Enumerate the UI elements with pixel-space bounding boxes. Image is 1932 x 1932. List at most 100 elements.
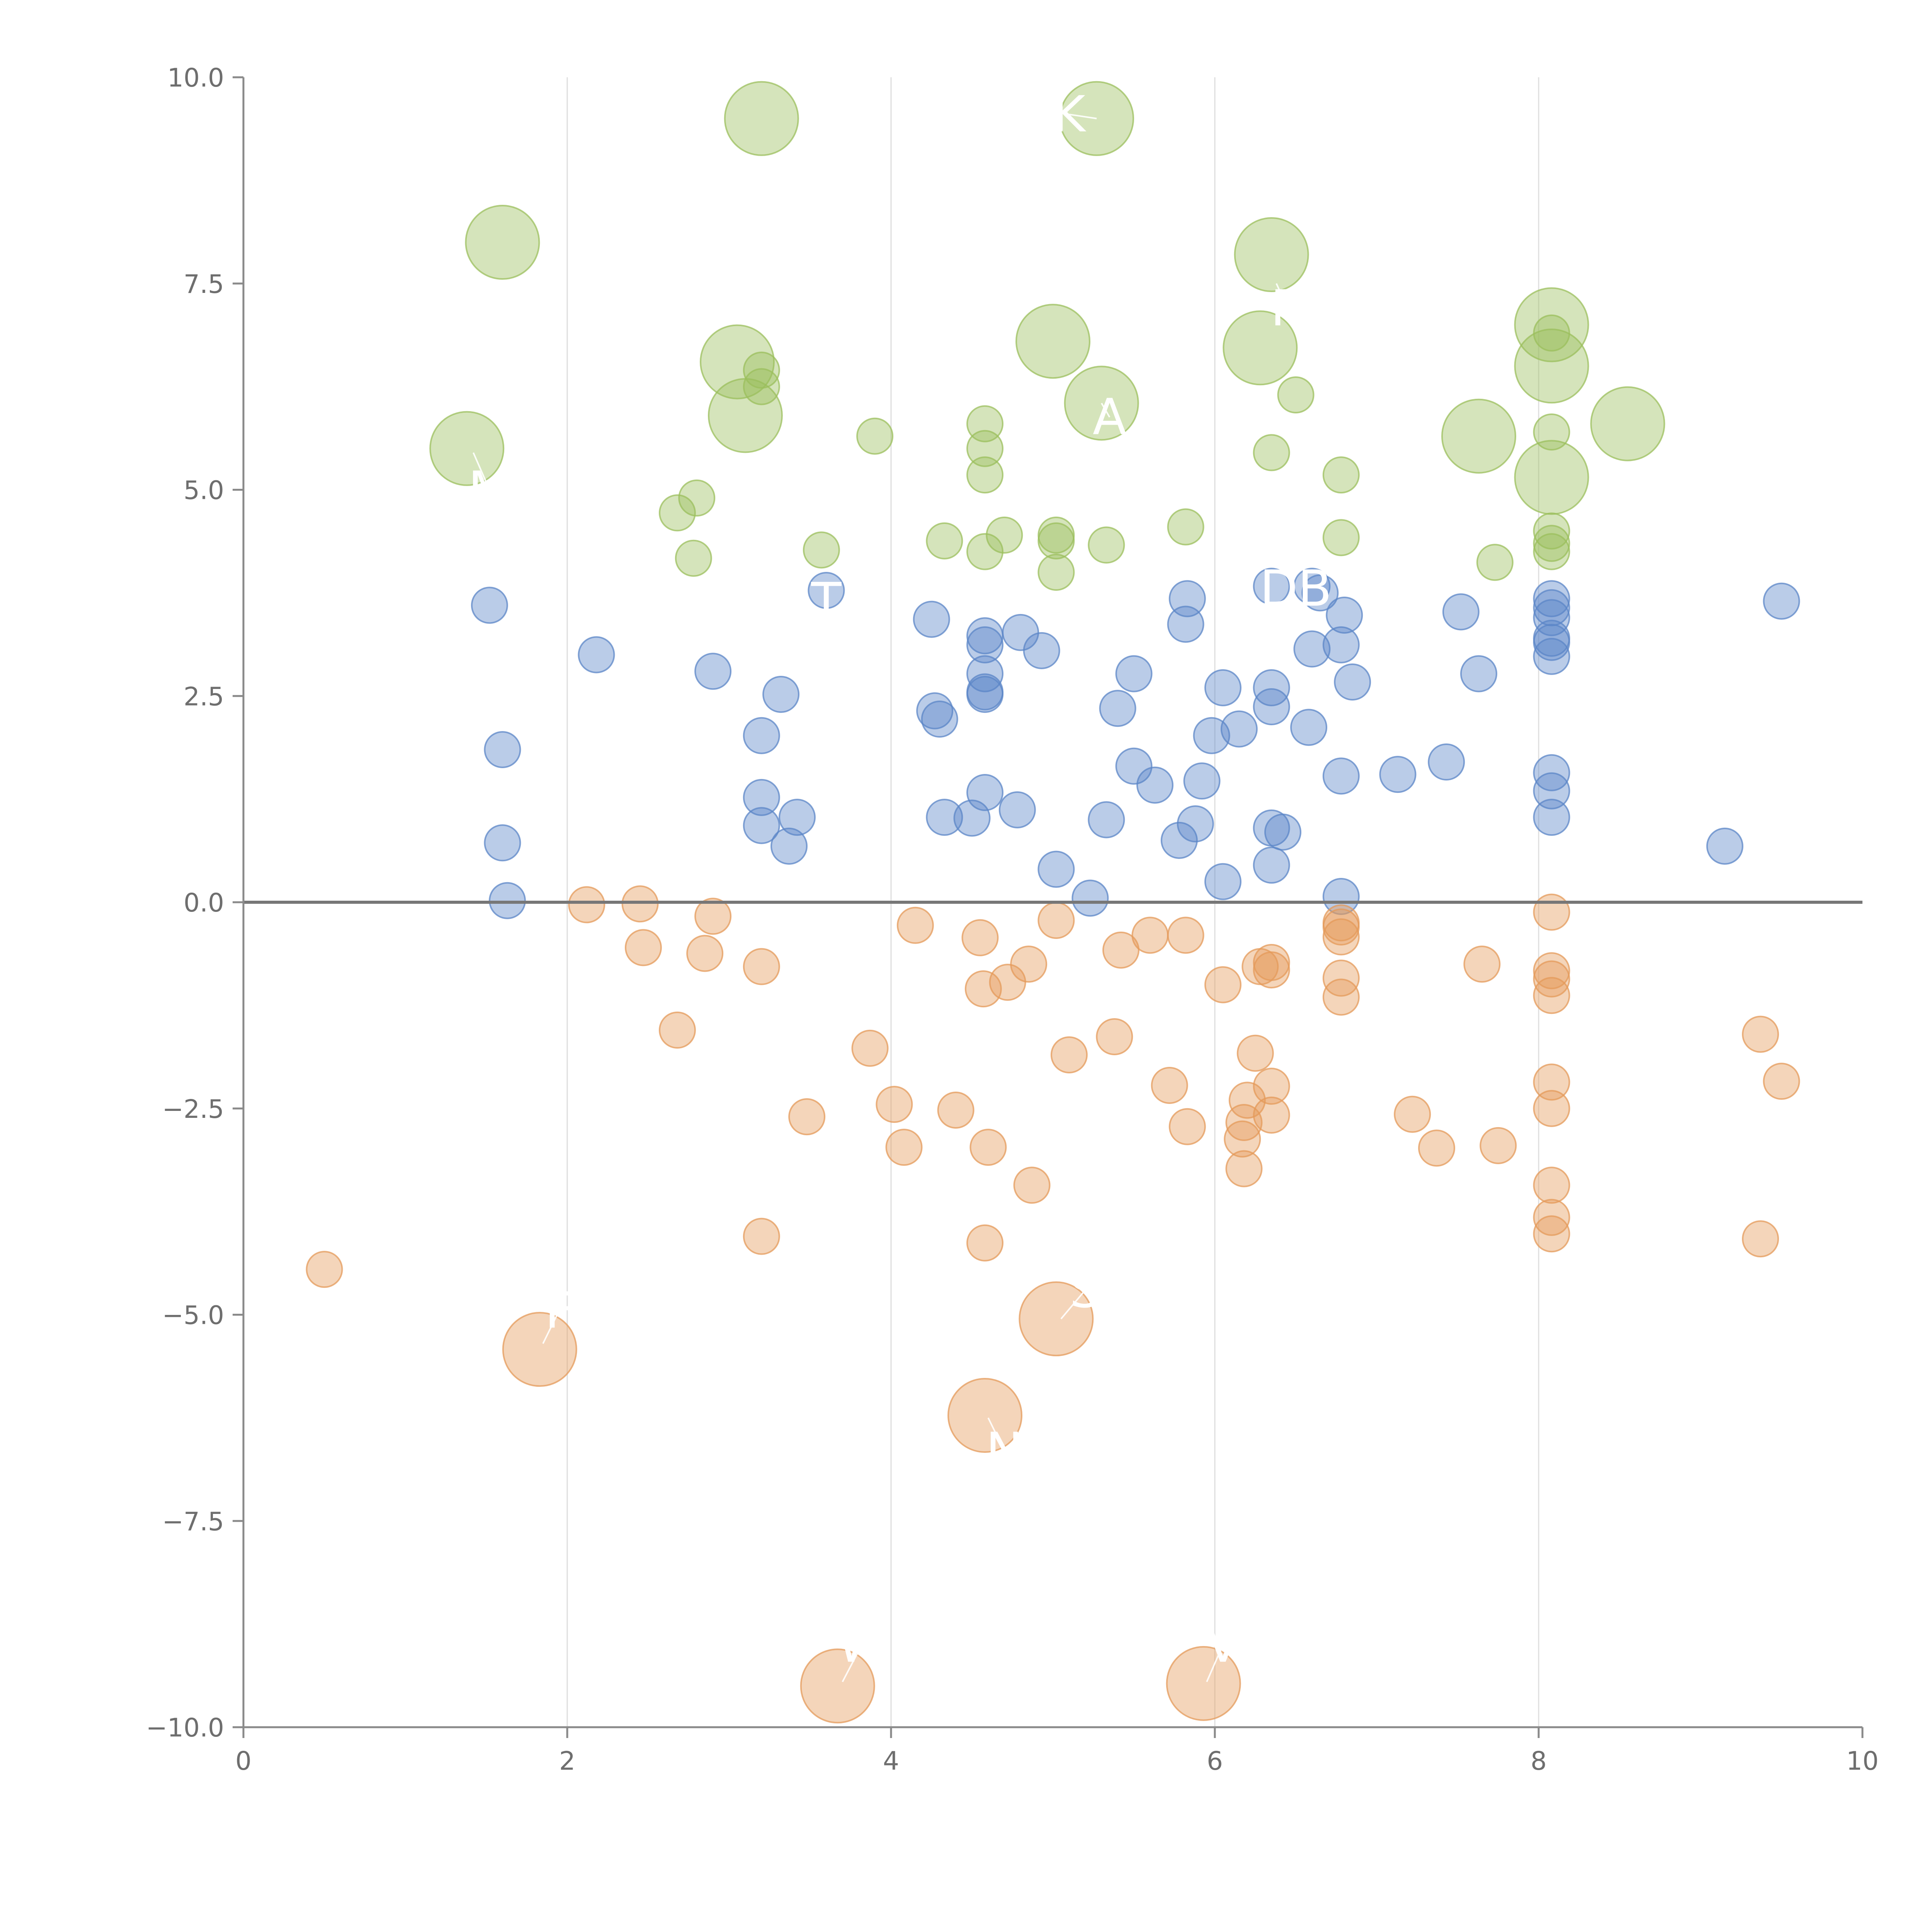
blue-bubble: [1037, 850, 1075, 888]
label-leader-line: [473, 452, 490, 490]
blue-bubble: [966, 774, 1004, 811]
green-bubble: [1514, 440, 1589, 515]
green-bubble: [1277, 376, 1315, 413]
orange-bubble: [1533, 977, 1570, 1014]
blue-bubble: [921, 701, 958, 738]
blue-bubble: [966, 675, 1004, 713]
bubble-label: V: [1206, 1616, 1240, 1674]
orange-bubble: [1533, 1063, 1570, 1101]
orange-bubble: [966, 1224, 1004, 1262]
green-bubble: [675, 539, 712, 577]
blue-bubble: [1326, 597, 1363, 634]
orange-bubble: [1253, 951, 1290, 989]
blue-bubble: [1301, 574, 1339, 612]
green-bubble: [658, 494, 696, 532]
label-leader-line: [1276, 283, 1289, 309]
orange-bubble: [1224, 1120, 1261, 1158]
green-bubble: [743, 351, 780, 389]
green-bubble: [1253, 434, 1290, 471]
y-tick-label: 2.5: [184, 682, 224, 711]
blue-bubble: [762, 675, 800, 713]
blue-bubble: [1322, 757, 1360, 795]
bubble-label: R: [1270, 280, 1305, 337]
blue-bubble: [1322, 878, 1360, 915]
green-bubble: [1167, 508, 1204, 546]
blue-bubble: [1334, 663, 1371, 701]
green-bubble: [1533, 512, 1570, 550]
y-tick-label: 10.0: [167, 63, 224, 93]
green-bubble: [1533, 413, 1570, 451]
bubble-label: N: [986, 1422, 1023, 1480]
orange-bubble: [876, 1086, 913, 1123]
x-tick-label: 0: [235, 1746, 252, 1776]
green-bubble: [926, 522, 963, 560]
green-bubble: [724, 81, 799, 156]
blue-bubble: [1293, 630, 1331, 668]
bubble-label: T: [811, 573, 842, 630]
orange-bubble: [1096, 1018, 1133, 1056]
blue-bubble: [471, 587, 508, 624]
blue-bubble: [1533, 624, 1570, 661]
orange-bubble: [1236, 1034, 1274, 1072]
orange-bubble: [1253, 1068, 1290, 1105]
orange-bubble: [1010, 946, 1048, 983]
orange-bubble: [1253, 944, 1290, 981]
bubble-label: A: [1093, 389, 1127, 446]
blue-bubble: [1023, 632, 1060, 669]
orange-bubble: [306, 1251, 343, 1288]
blue-bubble: [1071, 879, 1109, 917]
orange-bubble: [1225, 1150, 1263, 1187]
orange-bubble: [1533, 893, 1570, 931]
blue-bubble: [1290, 709, 1328, 746]
orange-bubble: [1742, 1015, 1779, 1053]
bubble-label: W: [837, 1616, 886, 1674]
x-tick-label: 10: [1846, 1746, 1879, 1776]
orange-bubble: [964, 970, 1002, 1008]
blue-bubble: [1533, 799, 1570, 836]
orange-bubble: [851, 1029, 889, 1067]
bubble-label: M: [468, 461, 511, 519]
blue-bubble: [1177, 805, 1214, 843]
green-bubble: [966, 456, 1004, 494]
orange-bubble: [1322, 978, 1360, 1016]
orange-bubble: [1322, 908, 1360, 946]
orange-bubble: [1322, 959, 1360, 997]
blue-bubble: [1253, 846, 1290, 884]
blue-bubble: [1533, 580, 1570, 617]
y-tick-label: 0.0: [184, 888, 224, 918]
x-tick-label: 8: [1531, 1746, 1547, 1776]
orange-bubble: [743, 948, 780, 985]
orange-bubble: [1394, 1095, 1431, 1133]
blue-bubble: [743, 779, 780, 816]
orange-bubble: [568, 886, 605, 923]
orange-bubble: [1151, 1066, 1188, 1104]
orange-bubble: [1228, 1082, 1266, 1119]
blue-bubble: [1460, 655, 1497, 692]
orange-bubble: [800, 1648, 875, 1724]
blue-bubble: [1099, 690, 1136, 727]
label-leader-line: [842, 1644, 863, 1682]
y-tick-label: 7.5: [184, 269, 224, 299]
orange-bubble: [1131, 917, 1169, 954]
orange-bubble: [1533, 1215, 1570, 1253]
green-bubble: [966, 430, 1004, 467]
bubble-label: K: [1053, 86, 1087, 143]
blue-bubble: [1379, 756, 1417, 793]
blue-bubble: [1136, 766, 1173, 804]
green-bubble: [743, 368, 780, 405]
blue-bubble: [484, 824, 521, 862]
orange-bubble: [1418, 1129, 1456, 1167]
blue-bubble: [743, 807, 780, 844]
green-bubble: [1088, 526, 1125, 564]
blue-bubble: [1533, 772, 1570, 810]
y-tick-label: −10.0: [146, 1713, 224, 1743]
orange-bubble: [1050, 1036, 1088, 1073]
green-bubble: [1441, 398, 1516, 474]
orange-bubble: [1742, 1220, 1779, 1258]
blue-bubble: [1442, 593, 1480, 631]
orange-bubble: [1102, 931, 1139, 969]
label-leader-line: [987, 1417, 1005, 1451]
green-bubble: [1533, 525, 1570, 562]
axes: −10.0 −7.5 −5.0 −2.5 0.0 2.5 5.0 7.5 10.0 0 2 4 6 8 10: [146, 63, 1879, 1776]
green-bubble: [803, 531, 840, 569]
